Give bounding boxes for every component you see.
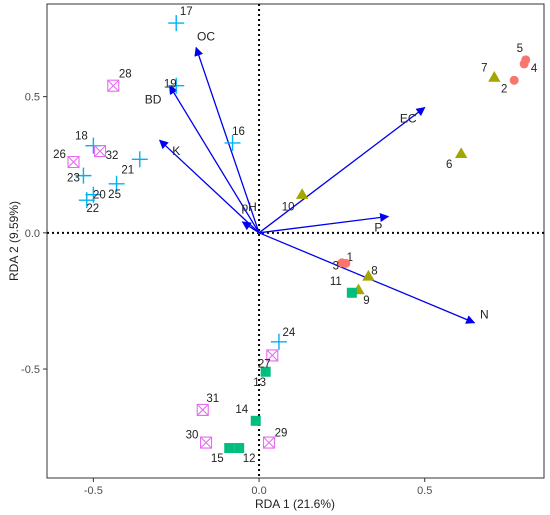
y-axis-ticks: -0.5 0.0 0.5 [21,92,47,376]
point-label-2: 2 [501,83,507,95]
point-label-7: 7 [481,63,487,75]
vector-arrow-ph [241,221,260,234]
sample-points: 1345267891011121314151617181920212223242… [53,6,538,465]
point-label-10: 10 [282,202,295,214]
vector-arrow-k [158,139,260,234]
point-label-24: 24 [283,327,296,339]
y-axis-title: RDA 2 (9.59%) [7,201,21,281]
x-tick-label: 0.0 [251,485,266,497]
plot-panel [46,3,545,479]
reference-lines [47,4,544,478]
vector-label-k: K [172,144,180,158]
x-axis-title: RDA 1 (21.6%) [255,497,335,511]
point-label-17: 17 [180,6,193,18]
point-label-29: 29 [275,428,288,440]
vector-label-ec: EC [400,111,417,125]
point-label-28: 28 [119,69,132,81]
x-tick-label: -0.5 [84,485,103,497]
vector-label-ph: pH [241,200,256,214]
point-17 [168,15,185,32]
point-label-13: 13 [253,377,266,389]
point-label-3: 3 [333,260,339,272]
vector-label-oc: OC [197,30,215,44]
point-29 [262,436,276,449]
point-16 [224,134,241,151]
point-label-12: 12 [243,453,256,465]
point-10 [295,188,309,199]
point-31 [196,403,209,416]
point-label-27: 27 [258,358,271,370]
point-22 [78,192,95,209]
point-11 [346,287,357,298]
point-label-19: 19 [164,79,177,91]
point-14 [250,415,261,426]
point-3 [341,258,351,268]
point-21 [131,151,148,168]
point-label-11: 11 [330,276,342,288]
point-19 [168,77,185,94]
point-2 [509,75,519,85]
point-label-4: 4 [531,63,538,75]
vector-label-bd: BD [145,92,162,106]
point-label-15: 15 [211,453,224,465]
point-label-23: 23 [67,173,80,185]
point-27 [266,349,279,362]
point-15 [224,443,235,454]
point-label-6: 6 [446,159,452,171]
point-6 [454,147,468,159]
point-label-8: 8 [371,265,377,277]
point-label-21: 21 [121,164,134,176]
point-8 [362,269,375,281]
vector-arrow-p [258,212,390,234]
point-label-16: 16 [232,126,245,138]
vector-arrow-bd [169,84,260,234]
point-7 [488,71,501,82]
point-label-22: 22 [86,203,99,215]
environment-vectors: OC BD KpH EC P N [145,30,489,324]
point-23 [75,167,92,184]
point-label-14: 14 [235,404,248,416]
y-tick-label: 0.5 [25,92,40,104]
point-28 [107,79,120,92]
point-label-20: 20 [93,190,106,202]
vector-arrow-ec [258,106,426,234]
point-label-5: 5 [517,43,523,55]
point-12 [234,443,245,454]
point-label-26: 26 [53,149,66,161]
x-axis-ticks: -0.5 0.0 0.5 [84,478,432,497]
point-5 [521,55,531,65]
point-label-32: 32 [106,150,119,162]
point-25 [108,175,125,192]
vector-arrow-oc [194,46,260,234]
point-24 [270,333,287,350]
y-tick-label: -0.5 [21,364,40,376]
point-label-25: 25 [108,189,121,201]
vector-label-p: P [374,220,382,234]
point-label-30: 30 [186,430,199,442]
point-label-1: 1 [347,252,353,264]
point-32 [93,145,107,158]
vector-label-n: N [480,308,489,322]
point-label-31: 31 [206,393,219,405]
y-tick-label: 0.0 [25,228,40,240]
point-30 [199,436,213,449]
point-label-9: 9 [363,295,369,307]
point-13 [260,366,271,377]
point-26 [67,155,80,169]
x-tick-label: 0.5 [417,485,432,497]
point-label-18: 18 [75,131,88,143]
